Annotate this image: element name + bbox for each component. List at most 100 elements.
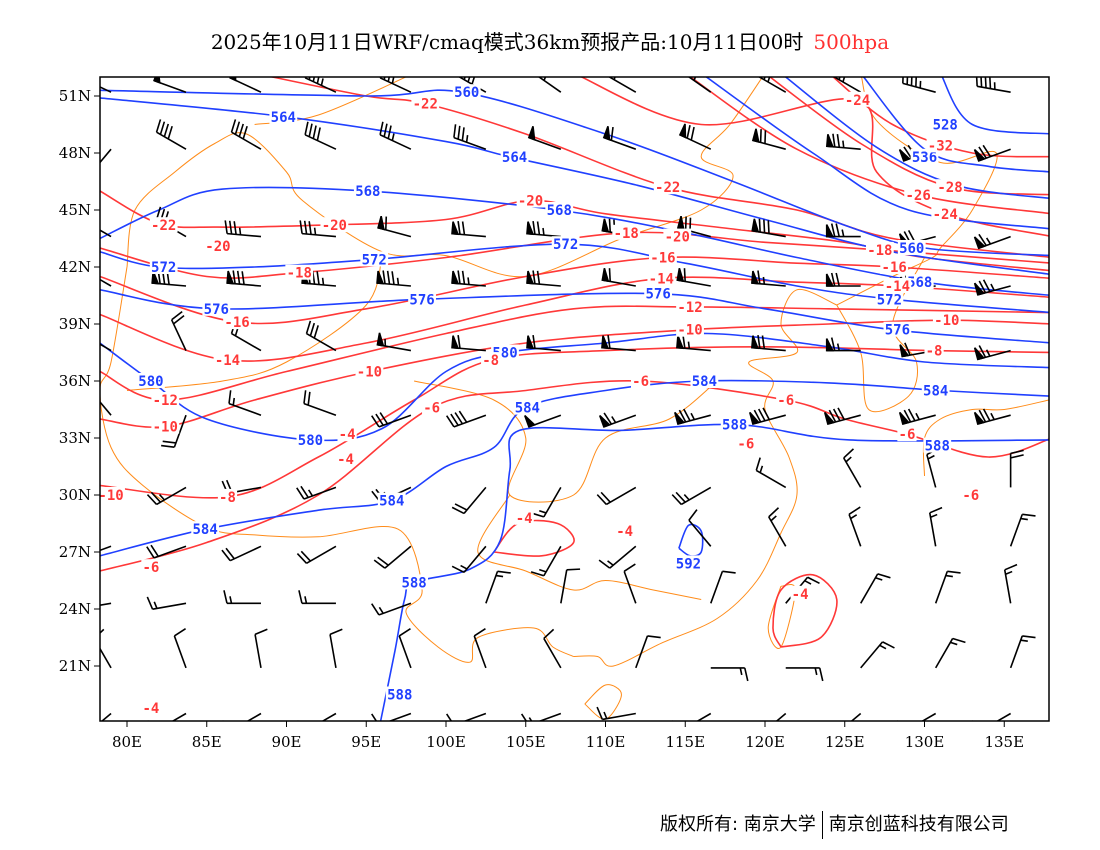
wind-barb (223, 590, 261, 605)
temperature-label: -6 (423, 401, 440, 417)
label-background (649, 249, 677, 265)
height-label: 576 (645, 287, 670, 303)
label-background (905, 274, 934, 290)
wind-barb (750, 335, 786, 352)
border-line (584, 684, 622, 720)
wind-barb (173, 628, 187, 669)
x-tick-label: 110E (586, 733, 626, 751)
wind-barb (100, 229, 112, 238)
temperature-label: -6 (737, 437, 754, 453)
temperature-label: -18 (614, 226, 639, 242)
temperature-contour (100, 305, 1049, 401)
wind-barb (973, 279, 1011, 296)
y-tick-label: 45N (59, 201, 91, 219)
label-background (191, 521, 220, 537)
wind-barb (688, 509, 712, 547)
wind-barb (230, 119, 262, 150)
wind-barb (146, 486, 187, 506)
label-background (545, 202, 574, 217)
border-line (413, 380, 718, 503)
y-tick-label: 36N (59, 372, 91, 390)
temperature-label: -8 (482, 353, 499, 369)
wind-barb (710, 570, 736, 604)
wind-barb (537, 77, 562, 93)
temperature-label: -22 (151, 218, 176, 234)
wind-barb (304, 121, 337, 150)
label-background (335, 450, 356, 466)
label-background (149, 217, 178, 233)
wind-barb (755, 457, 787, 489)
wind-barb (147, 712, 187, 721)
wind-barb (376, 332, 412, 352)
label-background (223, 314, 251, 330)
label-background (377, 492, 406, 508)
footer-divider (821, 811, 823, 839)
wind-barb (601, 268, 636, 287)
border-line (477, 494, 702, 600)
label-background (931, 205, 960, 221)
borders-layer (100, 77, 1049, 720)
temperature-label: -22 (413, 97, 438, 113)
height-label: 560 (899, 241, 924, 257)
wind-barb (161, 414, 187, 448)
label-background (204, 238, 232, 254)
label-background (411, 95, 440, 111)
wind-barb (1009, 513, 1036, 547)
x-tick-label: 125E (825, 733, 865, 751)
copyright-right: 南京创蓝科技有限公司 (828, 814, 1009, 835)
x-tick-label: 85E (192, 733, 222, 751)
wind-barb (228, 390, 262, 416)
wind-barb (678, 123, 712, 150)
copyright-left: 版权所有: 南京大学 (660, 814, 816, 835)
height-label: 528 (933, 118, 958, 134)
label-background (921, 382, 950, 398)
label-background (653, 179, 682, 195)
wind-barb (453, 124, 487, 150)
temperature-label: -10 (934, 313, 959, 329)
label-background (355, 363, 384, 379)
wind-barb (520, 712, 562, 721)
wind-barb (526, 335, 561, 352)
label-background (843, 91, 872, 107)
y-tick-label: 39N (59, 315, 91, 333)
temperature-label: -6 (142, 560, 159, 576)
label-background (615, 523, 635, 539)
wind-barb (451, 545, 487, 574)
wind-barb (100, 343, 112, 352)
label-background (676, 321, 704, 337)
temperature-label: -4 (516, 511, 533, 527)
height-label: 584 (379, 494, 404, 510)
wind-barb (825, 133, 861, 150)
wind-barb (254, 628, 268, 669)
temperature-label: -16 (224, 315, 249, 331)
wind-barb (526, 221, 561, 238)
wind-barb (451, 335, 486, 352)
height-contour (705, 77, 1049, 230)
height-label: 572 (362, 252, 387, 268)
y-tick-label: 21N (59, 657, 91, 675)
x-tick-label: 120E (745, 733, 785, 751)
wind-barb (971, 712, 1012, 721)
temperature-contour (268, 77, 1049, 258)
wind-barb (934, 570, 961, 604)
temperature-label: -6 (899, 427, 916, 443)
wind-barb (768, 507, 787, 547)
wind-barb (371, 712, 412, 721)
wind-barb (710, 667, 749, 682)
label-background (612, 224, 641, 240)
wind-barb (973, 144, 1011, 162)
wind-barb (146, 596, 187, 610)
wind-barb (451, 221, 486, 238)
wind-barb (304, 77, 337, 93)
x-tick-label: 90E (271, 733, 301, 751)
height-label: 584 (193, 522, 218, 538)
wind-barb (153, 77, 187, 93)
wind-barb (371, 602, 412, 616)
label-background (644, 285, 673, 301)
wind-barb (226, 270, 262, 287)
wind-barb (100, 602, 112, 607)
label-background (202, 300, 231, 316)
pressure-level: 500hpa (813, 30, 890, 54)
wind-barb (973, 408, 1011, 425)
label-background (674, 555, 703, 571)
